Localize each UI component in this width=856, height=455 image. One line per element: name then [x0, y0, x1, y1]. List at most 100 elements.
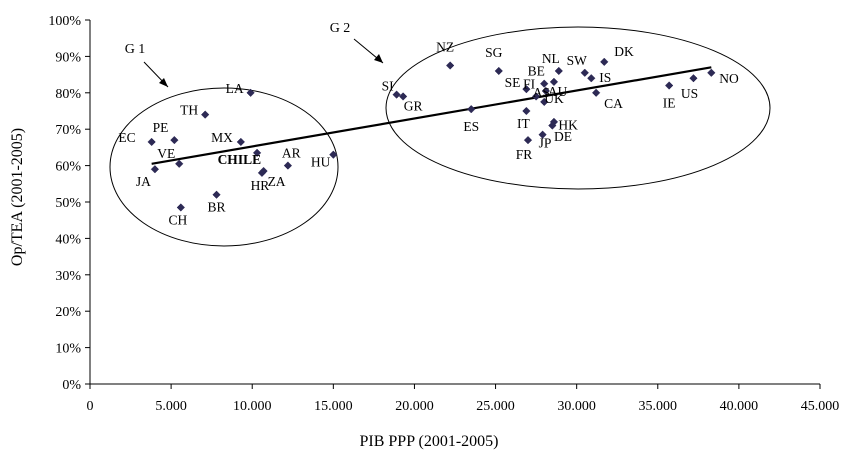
x-axis-title: PIB PPP (2001-2005): [360, 433, 499, 450]
point-label: AR: [282, 146, 301, 161]
point-label: ES: [463, 119, 479, 134]
data-point: [580, 68, 589, 77]
point-label: EC: [118, 130, 135, 145]
data-point: [236, 137, 246, 147]
point-label: JA: [136, 174, 151, 189]
point-label: AS: [533, 85, 550, 100]
x-tick-label: 10.000: [233, 399, 272, 414]
y-tick-label: 70%: [55, 123, 81, 138]
data-point: [201, 110, 210, 119]
point-label: SE: [505, 75, 521, 90]
y-tick-label: 10%: [55, 342, 81, 357]
data-point: [600, 57, 609, 67]
group-1-arrowhead: [159, 78, 168, 87]
point-label: AU: [548, 84, 568, 99]
group-2-arrowhead: [374, 54, 383, 63]
data-point: [523, 135, 533, 145]
x-tick-label: 5.000: [155, 399, 187, 414]
data-point: [150, 165, 160, 174]
group-ellipses: [109, 26, 771, 247]
y-tick-label: 0%: [62, 378, 81, 393]
point-label: NL: [542, 51, 560, 66]
data-point: [170, 135, 179, 145]
y-tick-label: 20%: [55, 305, 81, 320]
point-label: SI: [382, 79, 395, 94]
x-tick-label: 40.000: [720, 399, 759, 414]
point-label: FR: [516, 147, 533, 162]
group-2-label: G 2: [330, 21, 351, 36]
point-label: BE: [528, 64, 545, 79]
y-tick-label: 100%: [48, 14, 81, 29]
data-point: [246, 88, 255, 97]
point-label: CH: [168, 212, 187, 227]
group-1-ellipse: [109, 87, 339, 247]
x-tick-label: 45.000: [801, 399, 840, 414]
data-point: [522, 106, 531, 116]
y-axis-title: Op/TEA (2001-2005): [9, 128, 26, 266]
point-label: SW: [567, 53, 588, 68]
data-point: [329, 150, 338, 159]
y-tick-label: 40%: [55, 232, 81, 247]
point-label: HR: [251, 178, 270, 193]
point-label: SG: [485, 45, 503, 60]
data-point: [445, 61, 455, 70]
axes: 0 5.000 10.000 15.000 20.000 25.000 30.000 35.0…: [48, 14, 839, 414]
data-point: [283, 161, 293, 170]
group-annotations: G 1 G 2: [125, 21, 384, 88]
point-label: NZ: [436, 40, 454, 55]
data-point: [522, 85, 531, 94]
x-tick-label: 20.000: [395, 399, 434, 414]
data-point: [252, 148, 262, 158]
point-label: ZA: [268, 174, 286, 189]
point-label: DE: [554, 129, 572, 144]
data-point: [531, 92, 541, 101]
group-2-ellipse: [385, 26, 771, 190]
point-label: IE: [663, 96, 676, 111]
data-point: [591, 88, 601, 97]
point-label: CA: [604, 96, 623, 111]
data-point: [549, 77, 559, 87]
point-label: VE: [157, 146, 175, 161]
x-tick-label: 30.000: [557, 399, 596, 414]
x-tick-label: 35.000: [639, 399, 678, 414]
point-label: HU: [311, 155, 331, 170]
data-point: [494, 66, 503, 76]
point-label: HK: [558, 118, 578, 133]
point-label: IT: [517, 116, 530, 131]
data-point: [554, 66, 563, 76]
x-tick-label: 25.000: [476, 399, 515, 414]
data-point: [587, 74, 596, 83]
point-label: US: [681, 86, 698, 101]
point-label: MX: [211, 130, 233, 145]
data-point: [541, 86, 550, 96]
y-tick-label: 80%: [55, 87, 81, 102]
data-point: [147, 137, 156, 147]
point-label: JP: [539, 136, 552, 151]
point-label: PE: [153, 120, 169, 135]
y-tick-label: 30%: [55, 269, 81, 284]
point-label: UK: [544, 91, 564, 106]
point-label: TH: [180, 103, 198, 118]
data-point: [540, 97, 549, 107]
point-label: IS: [599, 70, 611, 85]
data-point: [175, 159, 184, 168]
data-point: [212, 190, 221, 199]
data-point: [259, 166, 268, 176]
data-point: [689, 74, 698, 83]
data-point: [176, 203, 185, 212]
trendline: [151, 66, 712, 165]
point-label: GR: [404, 98, 423, 113]
data-points: [147, 57, 716, 212]
y-tick-label: 50%: [55, 196, 81, 211]
point-label: CHILE: [218, 152, 262, 167]
point-label: LA: [226, 81, 244, 96]
point-label: BR: [208, 200, 226, 215]
y-tick-label: 60%: [55, 160, 81, 175]
data-point: [467, 105, 476, 114]
data-point: [398, 92, 408, 101]
trendline-line: [151, 66, 712, 165]
x-tick-label: 15.000: [314, 399, 353, 414]
data-point: [392, 90, 401, 99]
